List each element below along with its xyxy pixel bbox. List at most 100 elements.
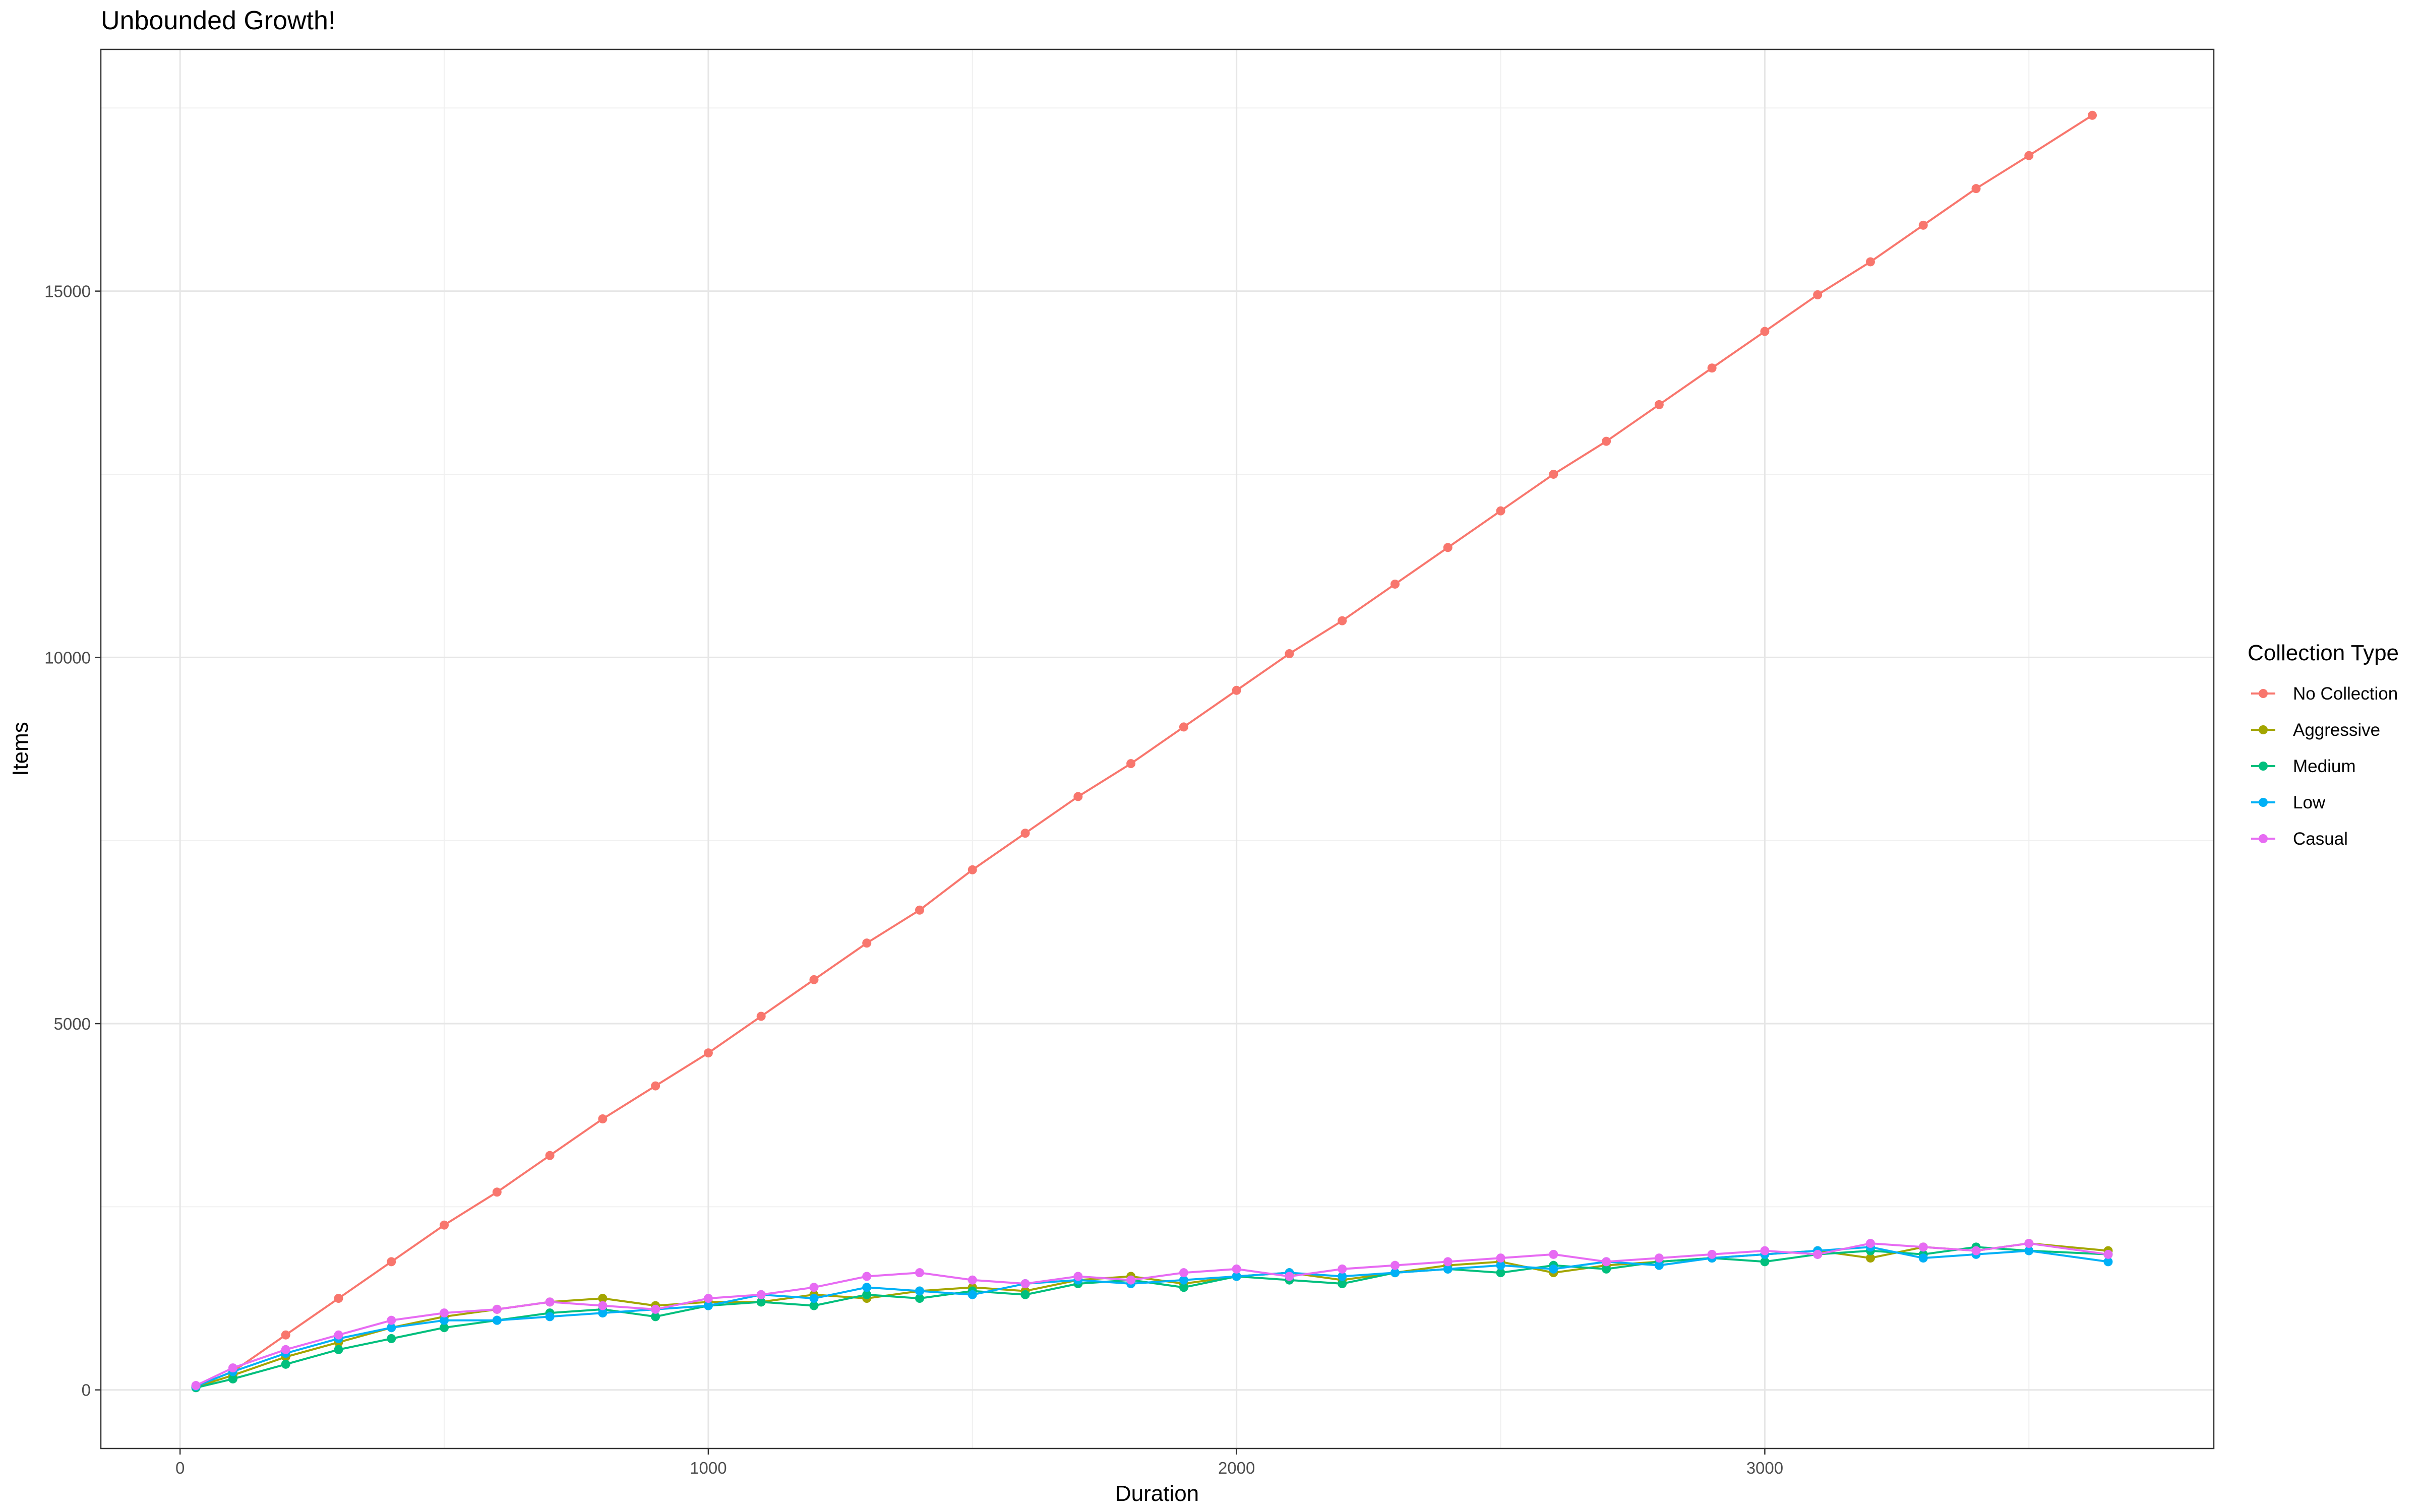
data-point-no-collection (440, 1220, 449, 1230)
data-point-casual (967, 1275, 977, 1285)
data-point-low (1443, 1264, 1453, 1274)
x-tick-label: 0 (175, 1459, 185, 1477)
data-point-casual (1126, 1275, 1136, 1285)
data-point-casual (703, 1294, 713, 1303)
plot-border (100, 48, 2215, 1450)
data-point-no-collection (1813, 290, 1823, 299)
data-point-casual (1443, 1257, 1453, 1267)
data-point-low (809, 1294, 819, 1303)
data-point-no-collection (598, 1114, 608, 1123)
data-point-no-collection (1707, 363, 1717, 373)
series-layer (191, 110, 2113, 1393)
data-point-low (440, 1315, 449, 1325)
data-point-medium (1496, 1268, 1505, 1278)
series-casual (191, 1239, 2113, 1391)
data-point-low (545, 1312, 555, 1321)
data-point-no-collection (1443, 543, 1453, 552)
data-point-no-collection (1760, 327, 1770, 336)
x-tick-label: 3000 (1746, 1459, 1783, 1477)
x-axis: 0 1000 2000 3000 (175, 1448, 1783, 1477)
data-point-low (1918, 1253, 1928, 1263)
data-point-low (1338, 1272, 1347, 1281)
data-point-casual (334, 1330, 343, 1340)
data-point-no-collection (492, 1187, 502, 1197)
data-point-no-collection (1549, 469, 1558, 479)
legend-item-medium: Medium (2251, 757, 2355, 776)
data-point-low (967, 1290, 977, 1299)
data-point-casual (1020, 1279, 1030, 1288)
data-point-medium (440, 1323, 449, 1333)
data-point-no-collection (1971, 184, 1981, 194)
data-point-low (1390, 1268, 1400, 1278)
data-point-low (1654, 1261, 1664, 1270)
legend-key-point (2259, 834, 2268, 843)
data-point-casual (1654, 1253, 1664, 1263)
data-point-medium (756, 1297, 766, 1307)
data-point-casual (1707, 1249, 1717, 1259)
data-point-aggressive (598, 1294, 608, 1303)
data-point-casual (1496, 1253, 1505, 1263)
data-point-medium (228, 1374, 237, 1383)
data-point-no-collection (1285, 649, 1294, 659)
data-point-no-collection (1179, 722, 1188, 732)
data-point-low (2024, 1246, 2034, 1255)
data-point-no-collection (2088, 110, 2097, 120)
data-point-casual (651, 1304, 660, 1314)
data-point-casual (1549, 1249, 1558, 1259)
data-point-no-collection (2024, 151, 2034, 160)
legend-title: Collection Type (2248, 641, 2399, 665)
data-point-medium (1602, 1264, 1611, 1274)
data-point-casual (1179, 1268, 1188, 1278)
data-point-medium (1179, 1283, 1188, 1292)
data-point-casual (1918, 1242, 1928, 1252)
data-point-no-collection (281, 1330, 290, 1340)
data-point-casual (1338, 1264, 1347, 1274)
legend-label: No Collection (2293, 684, 2398, 704)
data-point-medium (387, 1334, 396, 1343)
data-point-casual (1285, 1272, 1294, 1281)
data-point-low (1496, 1261, 1505, 1270)
data-point-casual (1971, 1246, 1981, 1255)
data-point-casual (1813, 1249, 1823, 1259)
data-point-no-collection (1496, 506, 1505, 516)
data-point-low (598, 1308, 608, 1318)
legend-key-point (2259, 725, 2268, 734)
chart-title: Unbounded Growth! (101, 6, 335, 35)
data-point-casual (756, 1290, 766, 1299)
data-point-casual (281, 1345, 290, 1354)
legend: Collection Type No Collection Aggressive M… (2248, 641, 2399, 849)
data-point-medium (1020, 1290, 1030, 1299)
legend-item-low: Low (2251, 793, 2326, 812)
data-point-no-collection (651, 1081, 660, 1091)
data-point-no-collection (1126, 759, 1136, 769)
data-point-no-collection (967, 865, 977, 874)
data-point-aggressive (1865, 1253, 1875, 1263)
data-point-low (1549, 1264, 1558, 1274)
legend-item-no-collection: No Collection (2251, 684, 2398, 704)
legend-label: Casual (2293, 829, 2348, 849)
data-point-casual (1602, 1257, 1611, 1267)
data-point-low (915, 1286, 925, 1296)
y-tick-label: 0 (82, 1381, 91, 1400)
legend-item-casual: Casual (2251, 829, 2348, 849)
data-point-low (387, 1323, 396, 1333)
legend-label: Medium (2293, 757, 2355, 776)
data-point-medium (915, 1294, 925, 1303)
data-point-no-collection (1918, 220, 1928, 230)
data-point-medium (809, 1301, 819, 1310)
data-point-casual (1760, 1246, 1770, 1255)
data-point-casual (191, 1381, 201, 1391)
data-point-no-collection (545, 1151, 555, 1160)
data-point-no-collection (809, 975, 819, 984)
x-tick-label: 1000 (690, 1459, 727, 1477)
data-point-no-collection (1232, 685, 1241, 695)
data-point-medium (1760, 1257, 1770, 1267)
x-tick-label: 2000 (1218, 1459, 1255, 1477)
y-tick-label: 10000 (44, 648, 91, 667)
data-point-no-collection (1602, 436, 1611, 446)
data-point-no-collection (1865, 257, 1875, 267)
data-point-no-collection (756, 1012, 766, 1021)
data-point-no-collection (334, 1294, 343, 1303)
data-point-casual (228, 1363, 237, 1373)
data-point-low (1232, 1272, 1241, 1281)
